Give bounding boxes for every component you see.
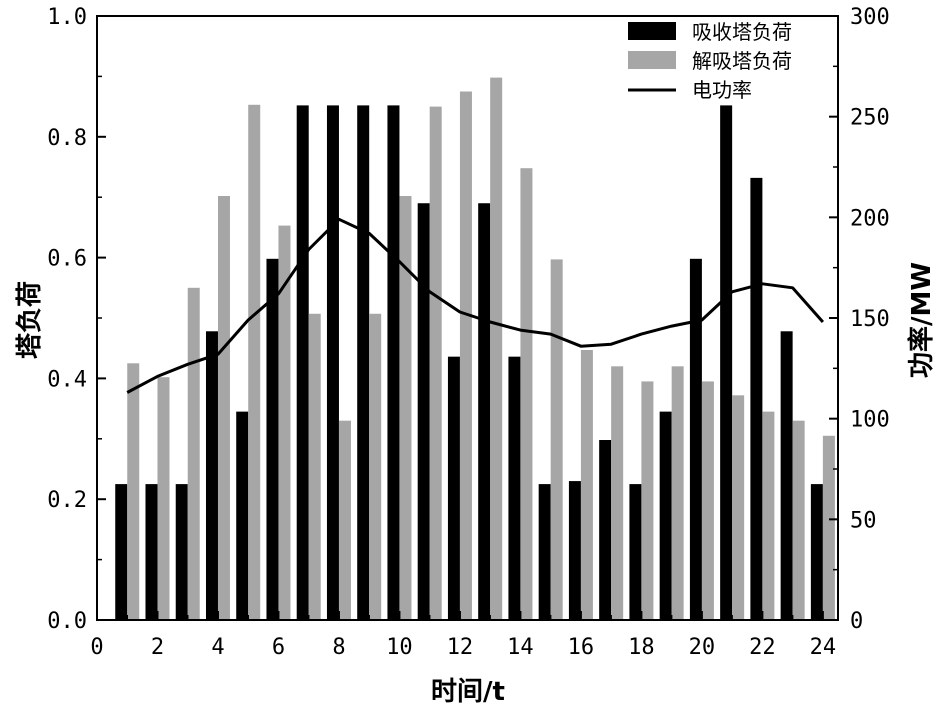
legend-item-1-label: 吸收塔负荷 [692, 20, 792, 44]
bar-desorber-7 [308, 313, 321, 620]
bar-desorber-4 [217, 195, 230, 620]
y2-tick-label-100: 100 [850, 408, 890, 433]
bar-absorber-4 [205, 331, 218, 620]
bar-absorber-15 [538, 484, 551, 620]
bar-desorber-22 [762, 411, 775, 620]
bar-desorber-19 [671, 366, 684, 620]
legend-item-3-label: 电功率 [692, 78, 752, 102]
x-tick-label-18: 18 [628, 635, 655, 660]
bar-absorber-21 [720, 105, 733, 621]
bar-absorber-20 [689, 258, 702, 620]
x-tick-label-24: 24 [810, 635, 837, 660]
bar-desorber-6 [278, 225, 291, 620]
y2-tick-label-50: 50 [850, 508, 877, 533]
y-tick-label-0.0: 0.0 [47, 609, 87, 634]
y-tick-label-0.6: 0.6 [47, 247, 87, 272]
bar-desorber-9 [369, 313, 382, 620]
y2-tick-label-300: 300 [850, 5, 890, 30]
y2-tick-label-150: 150 [850, 307, 890, 332]
bar-desorber-18 [641, 381, 654, 620]
bar-absorber-11 [417, 203, 430, 621]
y-tick-label-1.0: 1.0 [47, 5, 87, 30]
bars-layer [115, 77, 835, 621]
x-tick-label-14: 14 [507, 635, 534, 660]
y2-tick-label-0: 0 [850, 609, 863, 634]
x-tick-label-0: 0 [90, 635, 103, 660]
bar-absorber-6 [266, 258, 279, 620]
x-tick-label-12: 12 [447, 635, 474, 660]
y-tick-label-0.4: 0.4 [47, 367, 87, 392]
bar-desorber-12 [459, 91, 472, 620]
bar-absorber-9 [357, 105, 370, 621]
bar-absorber-3 [175, 484, 188, 620]
bar-desorber-14 [520, 168, 533, 620]
bar-desorber-5 [248, 104, 261, 620]
bar-desorber-20 [701, 381, 714, 620]
x-tick-label-8: 8 [332, 635, 345, 660]
bar-absorber-7 [296, 105, 309, 621]
x-tick-label-16: 16 [568, 635, 595, 660]
legend-item-2-swatch [628, 51, 676, 69]
bar-absorber-18 [629, 484, 642, 620]
bar-absorber-14 [508, 356, 521, 620]
ticks-layer: 0 2 4 6 8 10 12 14 16 18 20 22 240.00.20.40.60.81.00… [47, 5, 890, 660]
bar-absorber-10 [387, 105, 400, 621]
bar-absorber-5 [236, 411, 249, 620]
bar-desorber-1 [127, 363, 140, 620]
bar-absorber-16 [568, 481, 581, 620]
x-tick-label-20: 20 [689, 635, 716, 660]
legend-item-2-label: 解吸塔负荷 [692, 49, 792, 73]
bar-absorber-2 [145, 484, 158, 620]
y2-tick-label-200: 200 [850, 206, 890, 231]
x-tick-label-22: 22 [749, 635, 776, 660]
bar-absorber-24 [810, 484, 823, 620]
x-tick-label-6: 6 [272, 635, 285, 660]
x-axis-title: 时间/t [431, 677, 505, 707]
line-layer [126, 217, 825, 394]
bar-desorber-8 [338, 420, 351, 620]
y-tick-label-0.8: 0.8 [47, 126, 87, 151]
bar-desorber-3 [187, 287, 200, 620]
power-line [126, 217, 825, 394]
bar-desorber-16 [580, 350, 593, 620]
x-tick-label-10: 10 [386, 635, 413, 660]
bar-absorber-13 [478, 203, 491, 621]
x-tick-label-4: 4 [211, 635, 224, 660]
legend-item-1-swatch [628, 22, 676, 40]
bar-absorber-23 [780, 331, 793, 620]
bar-absorber-12 [447, 356, 460, 620]
bar-absorber-17 [599, 440, 612, 620]
y-axis-title: 塔负荷 [15, 281, 45, 359]
y-tick-label-0.2: 0.2 [47, 488, 87, 513]
bar-desorber-10 [399, 195, 412, 620]
bar-absorber-8 [326, 105, 339, 621]
y2-axis-title: 功率/MW [906, 262, 937, 378]
bar-absorber-19 [659, 411, 672, 620]
bar-desorber-11 [429, 106, 442, 621]
bar-desorber-17 [611, 366, 624, 620]
bar-desorber-13 [490, 77, 503, 620]
bar-desorber-23 [792, 420, 805, 620]
bar-absorber-22 [750, 177, 763, 620]
bar-desorber-21 [732, 395, 745, 620]
bar-absorber-1 [115, 484, 128, 620]
bar-desorber-2 [157, 377, 170, 620]
bar-desorber-24 [822, 435, 835, 620]
bar-desorber-15 [550, 259, 563, 620]
y2-tick-label-250: 250 [850, 106, 890, 131]
x-tick-label-2: 2 [151, 635, 164, 660]
